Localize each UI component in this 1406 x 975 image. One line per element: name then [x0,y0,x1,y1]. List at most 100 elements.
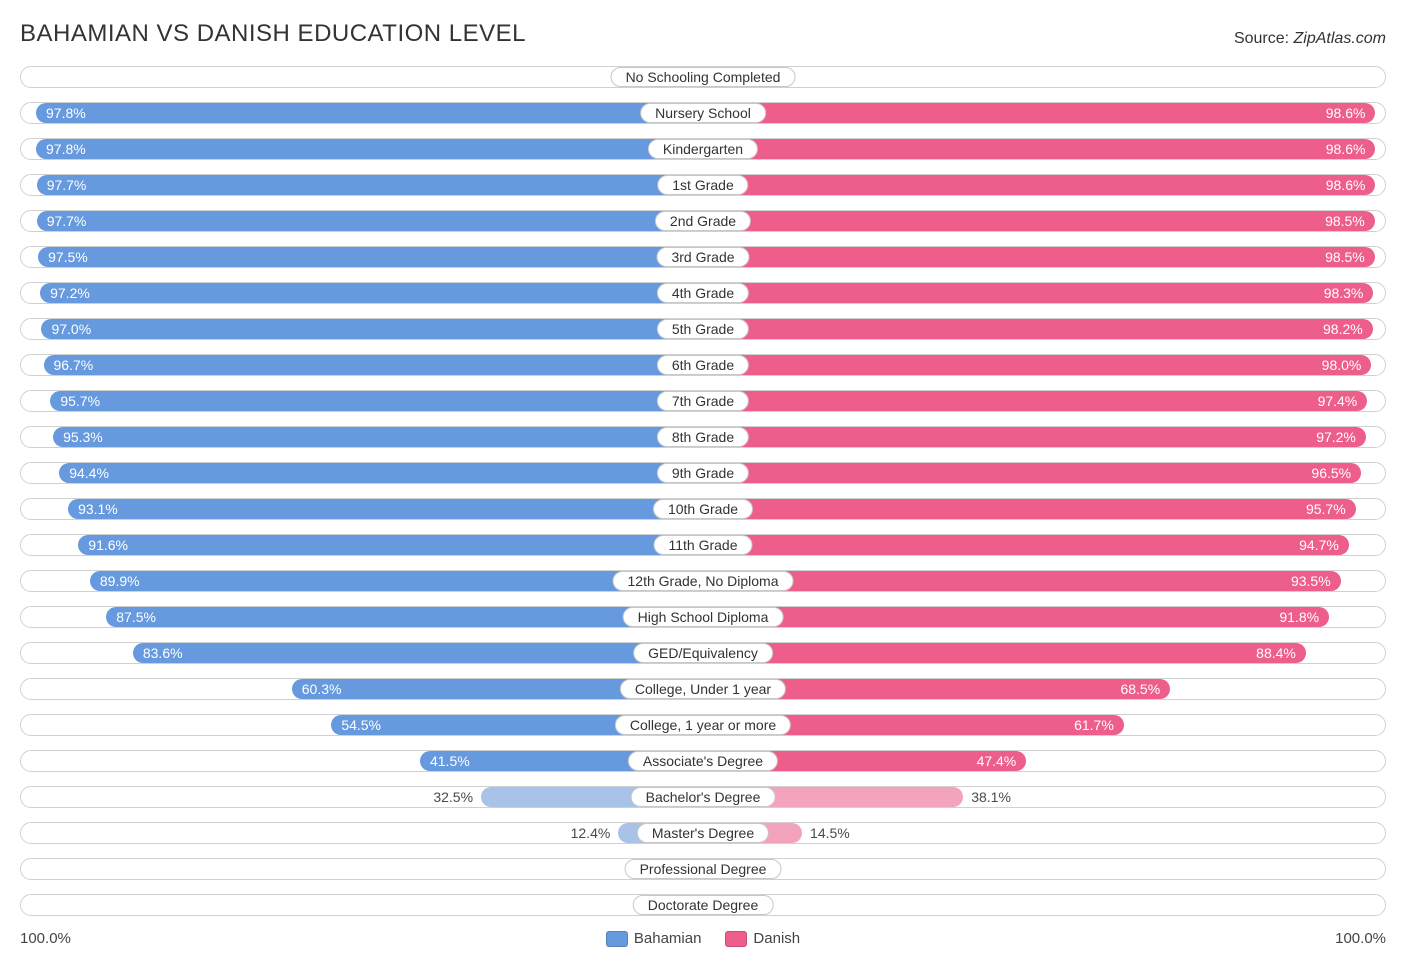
value-label-right: 95.7% [1306,501,1346,517]
value-label-left: 87.5% [116,609,156,625]
value-label-right: 98.6% [1326,105,1366,121]
value-label-right: 38.1% [971,789,1011,805]
value-label-left: 97.2% [50,285,90,301]
bar-right: 91.8% [703,607,1329,627]
bar-right: 88.4% [703,643,1306,663]
chart-row: 97.8%98.6%Kindergarten [20,138,1386,160]
bar-right: 93.5% [703,571,1341,591]
chart-row: 3.7%4.4%Professional Degree [20,858,1386,880]
value-label-left: 95.3% [63,429,103,445]
category-label: College, Under 1 year [620,679,786,699]
axis-max-left: 100.0% [20,930,71,947]
legend-swatch-left [606,931,628,947]
value-label-right: 98.3% [1324,285,1364,301]
chart-row: 41.5% 47.4% Associate's Degree [20,750,1386,772]
value-label-right: 61.7% [1074,717,1114,733]
axis-max-right: 100.0% [1335,930,1386,947]
value-label-right: 97.2% [1316,429,1356,445]
category-label: Master's Degree [637,823,769,843]
bar-left: 95.3% [53,427,703,447]
value-label-right: 96.5% [1311,465,1351,481]
chart-row: 87.5% 91.8%High School Diploma [20,606,1386,628]
source-name: ZipAtlas.com [1294,30,1386,47]
category-label: 2nd Grade [655,211,751,231]
category-label: 11th Grade [653,535,752,555]
category-label: Bachelor's Degree [631,787,776,807]
category-label: 1st Grade [657,175,748,195]
category-label: Nursery School [640,103,766,123]
bar-right: 98.6% [703,103,1375,123]
bar-right: 97.2% [703,427,1366,447]
chart-row: 94.4% 96.5% 9th Grade [20,462,1386,484]
value-label-right: 98.2% [1323,321,1363,337]
chart-row: 97.2% 98.3% 4th Grade [20,282,1386,304]
category-label: 4th Grade [657,283,749,303]
category-label: No Schooling Completed [611,67,796,87]
value-label-left: 60.3% [302,681,342,697]
chart-row: 97.7%98.5%2nd Grade [20,210,1386,232]
category-label: Kindergarten [648,139,758,159]
value-label-right: 98.5% [1325,249,1365,265]
value-label-left: 89.9% [100,573,140,589]
legend-label-right: Danish [753,930,800,947]
chart-title: BAHAMIAN VS DANISH EDUCATION LEVEL [20,20,526,48]
legend-item-left: Bahamian [606,930,702,947]
value-label-left: 41.5% [430,753,470,769]
value-label-right: 47.4% [977,753,1017,769]
bar-left: 93.1% [68,499,703,519]
chart-row: 91.6% 94.7% 11th Grade [20,534,1386,556]
category-label: GED/Equivalency [633,643,773,663]
chart-row: 97.7%98.6%1st Grade [20,174,1386,196]
legend-label-left: Bahamian [634,930,702,947]
chart-row: 95.7%97.4%7th Grade [20,390,1386,412]
value-label-left: 96.7% [54,357,94,373]
bar-right: 98.6% [703,175,1375,195]
category-label: 5th Grade [657,319,749,339]
legend-swatch-right [725,931,747,947]
category-label: Associate's Degree [628,751,778,771]
value-label-right: 98.6% [1326,177,1366,193]
bar-right: 98.3% [703,283,1373,303]
value-label-left: 32.5% [433,789,473,805]
chart-row: 89.9% 93.5% 12th Grade, No Diploma [20,570,1386,592]
value-label-right: 94.7% [1299,537,1339,553]
bar-left: 94.4% [59,463,703,483]
category-label: 6th Grade [657,355,749,375]
category-label: Professional Degree [625,859,782,879]
chart-row: 93.1% 95.7% 10th Grade [20,498,1386,520]
bar-left: 97.8% [36,139,703,159]
bar-left: 95.7% [50,391,703,411]
category-label: High School Diploma [623,607,784,627]
chart-row: 1.5%1.9%Doctorate Degree [20,894,1386,916]
bar-right: 98.5% [703,247,1375,267]
bar-left: 96.7% [44,355,703,375]
chart-row: 12.4% 14.5% Master's Degree [20,822,1386,844]
bar-right: 98.0% [703,355,1371,375]
bar-left: 97.8% [36,103,703,123]
value-label-left: 91.6% [88,537,128,553]
value-label-left: 12.4% [571,825,611,841]
value-label-left: 95.7% [60,393,100,409]
bar-left: 83.6% [133,643,703,663]
category-label: College, 1 year or more [615,715,791,735]
value-label-right: 14.5% [810,825,850,841]
value-label-right: 68.5% [1120,681,1160,697]
value-label-right: 93.5% [1291,573,1331,589]
bar-left: 97.7% [37,211,703,231]
bar-left: 97.0% [41,319,703,339]
category-label: 12th Grade, No Diploma [613,571,794,591]
chart-row: 2.2%1.5%No Schooling Completed [20,66,1386,88]
legend-item-right: Danish [725,930,800,947]
bar-right: 98.6% [703,139,1375,159]
chart-row: 96.7% 98.0%6th Grade [20,354,1386,376]
bar-right: 98.5% [703,211,1375,231]
bar-left: 89.9% [90,571,703,591]
category-label: 9th Grade [657,463,749,483]
value-label-left: 94.4% [69,465,109,481]
bar-right: 94.7% [703,535,1349,555]
source-attribution: Source: ZipAtlas.com [1234,30,1386,48]
category-label: 8th Grade [657,427,749,447]
value-label-left: 54.5% [341,717,381,733]
category-label: Doctorate Degree [633,895,774,915]
category-label: 10th Grade [653,499,753,519]
